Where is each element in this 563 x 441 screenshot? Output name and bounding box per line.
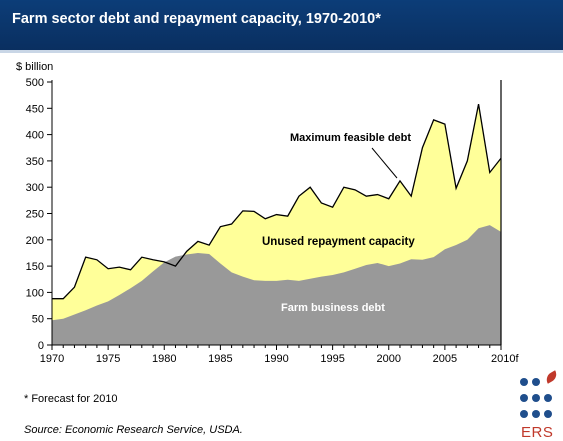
max-feasible-debt-line	[52, 103, 502, 300]
chart-title: Farm sector debt and repayment capacity,…	[12, 11, 381, 27]
ers-logo: ERS	[518, 370, 562, 441]
annotation-farm-business-debt: Farm business debt	[281, 302, 385, 314]
debt-area	[52, 225, 501, 345]
x-tick-label: 2000	[377, 353, 401, 365]
x-tick-label: 1990	[264, 353, 288, 365]
x-tick-label: 1975	[96, 353, 120, 365]
annotation-leader-line	[371, 147, 398, 179]
y-tick-label: 200	[26, 235, 44, 247]
x-tick-label-forecast: 2010f	[491, 353, 519, 365]
footnote: * Forecast for 2010	[24, 393, 118, 405]
x-tick-label: 1995	[320, 353, 344, 365]
x-tick-label: 1980	[152, 353, 176, 365]
y-tick-label: 300	[26, 182, 44, 194]
x-tick-label: 1970	[40, 353, 64, 365]
logo-dot	[544, 394, 552, 402]
logo-dot	[520, 394, 528, 402]
y-tick-label: 450	[26, 103, 44, 115]
logo-dot	[532, 394, 540, 402]
logo-leaf-icon	[543, 370, 560, 384]
logo-dot	[544, 410, 552, 418]
logo-dot	[520, 410, 528, 418]
y-tick-label: 350	[26, 156, 44, 168]
logo-text: ERS	[521, 424, 554, 441]
logo-dot	[532, 410, 540, 418]
y-tick-label: 50	[32, 314, 44, 326]
annotation-unused-capacity: Unused repayment capacity	[262, 236, 415, 248]
y-tick-label: 400	[26, 130, 44, 142]
x-tick-label: 1985	[208, 353, 232, 365]
y-tick-label: 500	[26, 77, 44, 89]
logo-dot	[520, 378, 528, 386]
source-note: Source: Economic Research Service, USDA.	[24, 424, 243, 436]
logo-dot	[532, 378, 540, 386]
y-tick-label: 100	[26, 287, 44, 299]
annotation-max-feasible-debt: Maximum feasible debt	[290, 132, 411, 144]
y-tick-label: 150	[26, 261, 44, 273]
y-tick-label: 0	[38, 340, 44, 352]
x-tick-label: 2005	[433, 353, 457, 365]
y-axis-label: $ billion	[16, 61, 54, 73]
chart-header: Farm sector debt and repayment capacity,…	[0, 0, 563, 53]
y-tick-label: 250	[26, 209, 44, 221]
